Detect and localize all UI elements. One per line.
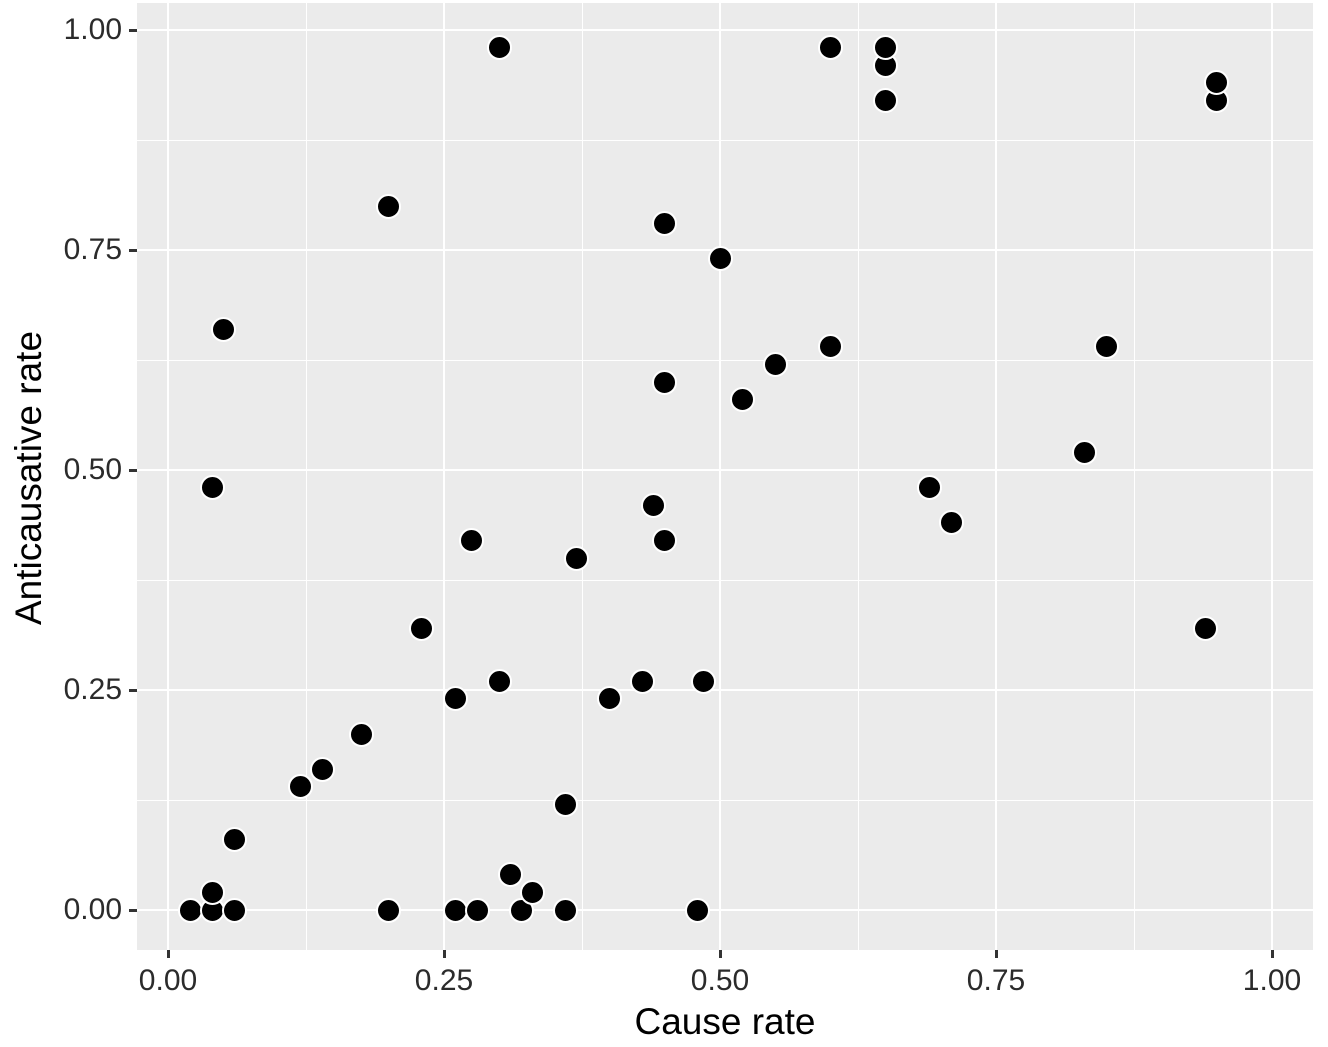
x-axis-tick-mark	[1271, 950, 1274, 958]
data-point	[221, 827, 247, 853]
major-gridline-vertical	[995, 3, 997, 950]
data-point	[1093, 334, 1119, 360]
data-point	[552, 897, 578, 923]
data-point	[486, 668, 512, 694]
data-point	[630, 668, 656, 694]
data-point	[210, 316, 236, 342]
y-axis-tick-mark	[129, 29, 137, 32]
data-point	[690, 668, 716, 694]
data-point	[376, 193, 402, 219]
data-point	[497, 862, 523, 888]
data-point	[873, 35, 899, 61]
major-gridline-horizontal	[137, 909, 1313, 911]
minor-gridline-horizontal	[137, 359, 1313, 361]
minor-gridline-vertical	[581, 3, 583, 950]
data-point	[464, 897, 490, 923]
x-tick-label: 0.00	[138, 964, 198, 997]
data-point	[442, 686, 468, 712]
x-axis-tick-mark	[443, 950, 446, 958]
data-point	[376, 897, 402, 923]
data-point	[552, 791, 578, 817]
points-layer	[137, 3, 1313, 950]
major-gridline-horizontal	[137, 29, 1313, 31]
data-point	[199, 475, 225, 501]
data-point	[873, 87, 899, 113]
data-point	[486, 35, 512, 61]
data-point	[459, 527, 485, 553]
minor-gridline-horizontal	[137, 579, 1313, 581]
data-point	[221, 897, 247, 923]
data-point	[310, 756, 336, 782]
data-point	[519, 879, 545, 905]
data-point	[707, 246, 733, 272]
x-tick-label: 1.00	[1242, 964, 1302, 997]
major-gridline-horizontal	[137, 689, 1313, 691]
data-point	[817, 334, 843, 360]
x-tick-label: 0.75	[966, 964, 1026, 997]
data-point	[652, 527, 678, 553]
x-axis-title: Cause rate	[634, 1001, 816, 1042]
minor-gridline-horizontal	[137, 799, 1313, 801]
data-point	[762, 351, 788, 377]
data-point	[817, 35, 843, 61]
major-gridline-vertical	[1271, 3, 1273, 950]
data-point	[917, 475, 943, 501]
major-gridline-vertical	[167, 3, 169, 950]
x-axis-tick-mark	[995, 950, 998, 958]
x-axis-tick-mark	[167, 950, 170, 958]
data-point	[729, 387, 755, 413]
y-tick-label: 0.25	[63, 673, 122, 706]
minor-gridline-horizontal	[137, 139, 1313, 141]
y-axis-tick-mark	[129, 689, 137, 692]
data-point	[409, 615, 435, 641]
y-axis-tick-mark	[129, 469, 137, 472]
data-point	[1071, 439, 1097, 465]
y-axis-tick-mark	[129, 909, 137, 912]
major-gridline-vertical	[443, 3, 445, 950]
data-point	[939, 510, 965, 536]
minor-gridline-vertical	[1133, 3, 1135, 950]
major-gridline-horizontal	[137, 469, 1313, 471]
data-point	[652, 211, 678, 237]
y-tick-label: 1.00	[63, 13, 122, 46]
x-tick-label: 0.50	[690, 964, 750, 997]
y-tick-label: 0.50	[63, 453, 122, 486]
data-point	[348, 721, 374, 747]
y-axis-tick-mark	[129, 249, 137, 252]
data-point	[287, 774, 313, 800]
data-point	[563, 545, 589, 571]
data-point	[442, 897, 468, 923]
x-axis-tick-mark	[719, 950, 722, 958]
y-tick-label: 0.00	[63, 893, 122, 926]
major-gridline-vertical	[719, 3, 721, 950]
x-tick-label: 0.25	[414, 964, 474, 997]
minor-gridline-vertical	[305, 3, 307, 950]
data-point	[652, 369, 678, 395]
data-point	[1193, 615, 1219, 641]
y-axis-title: Anticausative rate	[8, 330, 49, 626]
data-point	[177, 897, 203, 923]
minor-gridline-vertical	[857, 3, 859, 950]
plot-panel	[137, 3, 1313, 950]
data-point	[685, 897, 711, 923]
data-point	[641, 492, 667, 518]
data-point	[199, 879, 225, 905]
y-tick-label: 0.75	[63, 233, 122, 266]
data-point	[597, 686, 623, 712]
data-point	[1204, 70, 1230, 96]
